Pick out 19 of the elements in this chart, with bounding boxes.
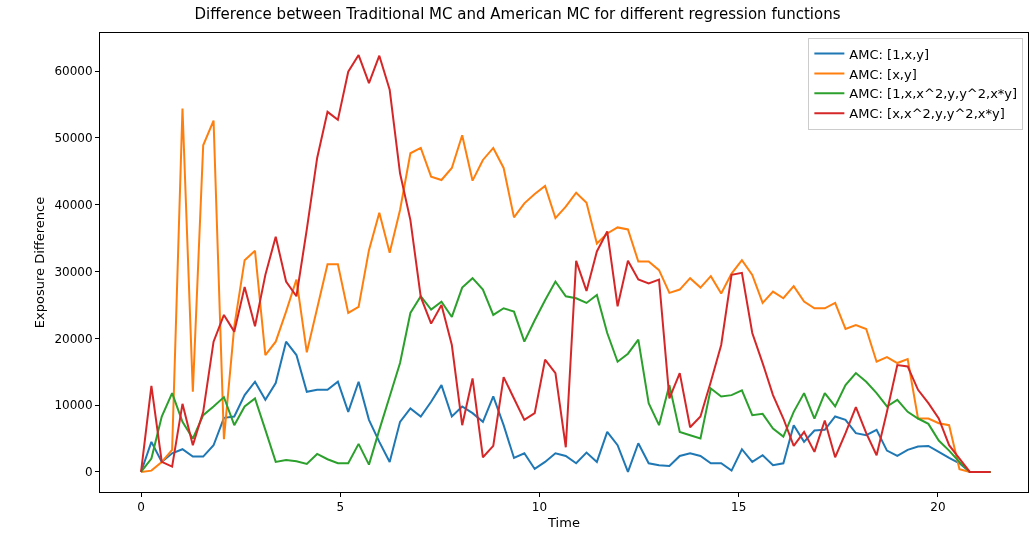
- y-tick-label: 60000: [54, 64, 93, 79]
- y-axis-title: Exposure Difference: [32, 196, 48, 329]
- x-tick-label: 0: [137, 500, 145, 515]
- y-tick-label: 20000: [54, 331, 93, 346]
- x-axis-title: Time: [547, 515, 580, 530]
- y-tick-label: 50000: [54, 131, 93, 146]
- x-tick-label: 10: [531, 500, 548, 515]
- y-tick-label: 30000: [54, 264, 93, 279]
- x-tick-label: 15: [731, 500, 747, 515]
- legend-label: AMC: [1,x,x^2,y,y^2,x*y]: [849, 86, 1018, 102]
- legend-label: AMC: [x,y]: [849, 66, 917, 82]
- x-tick-label: 5: [336, 500, 345, 515]
- y-tick-label: 40000: [54, 197, 93, 212]
- legend-label: AMC: [1,x,y]: [849, 46, 930, 62]
- y-tick-label: 10000: [54, 398, 93, 413]
- y-tick-label: 0: [84, 465, 93, 480]
- x-tick-label: 20: [930, 500, 946, 515]
- chart-title: Difference between Traditional MC and American MC for different regression functions: [194, 4, 841, 23]
- legend-label: AMC: [x,x^2,y,y^2,x*y]: [849, 106, 1005, 122]
